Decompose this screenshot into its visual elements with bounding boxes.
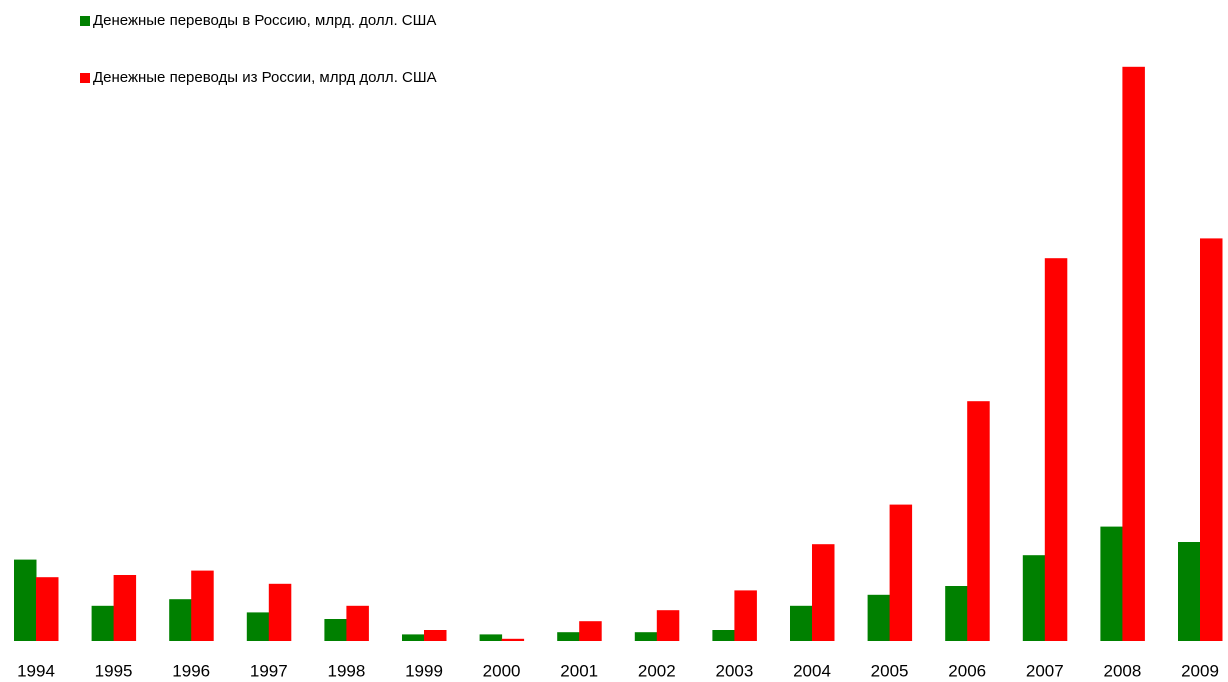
bar — [246, 612, 270, 641]
bar — [14, 559, 37, 641]
x-tick-label: 2006 — [948, 661, 986, 680]
bar — [346, 605, 369, 641]
bar — [579, 621, 602, 641]
x-tick-label: 2009 — [1181, 661, 1219, 680]
bar — [1100, 526, 1123, 641]
x-tick-label: 2005 — [871, 661, 909, 680]
x-tick-label: 1995 — [95, 661, 133, 680]
bar — [656, 610, 680, 641]
x-tick-label: 2003 — [715, 661, 753, 680]
x-tick-label: 1998 — [327, 661, 365, 680]
bar — [889, 504, 913, 641]
bar — [1022, 555, 1046, 641]
x-tick-label: 2000 — [483, 661, 521, 680]
bar — [424, 630, 447, 641]
x-tick-label: 1996 — [172, 661, 210, 680]
bar — [1178, 542, 1201, 641]
x-tick-label: 2007 — [1026, 661, 1064, 680]
bar — [479, 634, 503, 641]
bar — [402, 634, 425, 641]
bar — [557, 632, 580, 641]
bar — [790, 605, 813, 641]
bar — [191, 570, 214, 641]
bar — [967, 401, 990, 641]
bar — [501, 638, 525, 641]
legend-label: Денежные переводы в Россию, млрд. долл. … — [93, 12, 436, 29]
x-tick-label: 2004 — [793, 661, 831, 680]
bar — [169, 599, 192, 641]
bar — [867, 594, 891, 641]
bar — [1044, 258, 1068, 641]
bar — [945, 586, 968, 641]
bar — [36, 577, 59, 641]
bar — [734, 590, 757, 641]
bar — [91, 605, 115, 641]
x-tick-label: 1999 — [405, 661, 443, 680]
x-tick-label: 1997 — [250, 661, 288, 680]
x-tick-label: 2008 — [1103, 661, 1141, 680]
bar — [324, 619, 347, 641]
legend-swatch — [80, 73, 90, 83]
bar — [712, 630, 735, 641]
bar — [812, 544, 835, 641]
x-tick-label: 1994 — [17, 661, 55, 680]
bar — [113, 575, 137, 641]
x-tick-label: 2001 — [560, 661, 598, 680]
bar — [1122, 66, 1145, 642]
bar — [1200, 238, 1223, 641]
legend-swatch — [80, 16, 90, 26]
legend-label: Денежные переводы из России, млрд долл. … — [93, 69, 437, 86]
x-tick-label: 2002 — [638, 661, 676, 680]
bar — [634, 632, 658, 641]
bar — [268, 583, 292, 641]
